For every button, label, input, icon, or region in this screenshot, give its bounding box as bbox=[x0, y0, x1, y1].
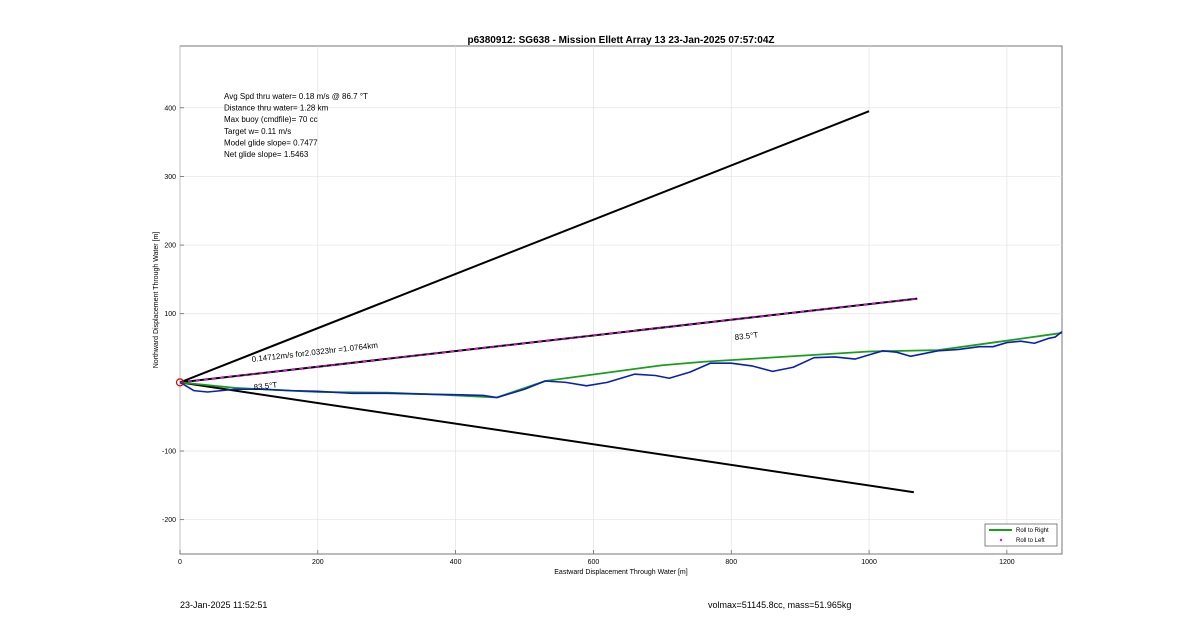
heading-label-right: 83.5°T bbox=[734, 330, 759, 342]
x-tick-label: 600 bbox=[588, 559, 600, 566]
x-tick-label: 1000 bbox=[861, 559, 877, 566]
plot-lines bbox=[175, 110, 1063, 494]
y-tick-label: -100 bbox=[162, 449, 176, 456]
stats-box: Avg Spd thru water= 0.18 m/s @ 86.7 °T Di… bbox=[224, 92, 368, 159]
y-tick-label: 200 bbox=[164, 243, 176, 250]
x-tick-label: 800 bbox=[725, 559, 737, 566]
start-marker bbox=[175, 378, 185, 387]
track-line bbox=[179, 330, 1063, 399]
x-tick-label: 200 bbox=[312, 559, 324, 566]
legend-roll-right-label: Roll to Right bbox=[1016, 528, 1049, 534]
grid bbox=[179, 46, 1062, 554]
chart-title: p6380912: SG638 - Mission Ellett Array 1… bbox=[467, 35, 774, 46]
y-tick-label: 400 bbox=[164, 105, 176, 112]
legend-roll-left-label: Roll to Left bbox=[1016, 538, 1045, 544]
y-axis: -200 -100 100 200 300 400 bbox=[162, 105, 184, 524]
legend-roll-left-swatch bbox=[999, 538, 1003, 542]
stats-line: Model glide slope= 0.7477 bbox=[224, 138, 318, 147]
footer-vol-mass: volmax=51145.8cc, mass=51.965kg bbox=[708, 600, 852, 610]
cone-line-1 bbox=[179, 110, 870, 384]
stats-line: Target w= 0.11 m/s bbox=[224, 127, 291, 136]
x-axis-label: Eastward Displacement Through Water [m] bbox=[554, 569, 687, 576]
x-tick-label: 0 bbox=[178, 559, 182, 566]
y-tick-label: 300 bbox=[164, 174, 176, 181]
stats-line: Max buoy (cmdfile)= 70 cc bbox=[224, 115, 318, 124]
drift-line-dashes bbox=[179, 298, 918, 383]
stats-line: Avg Spd thru water= 0.18 m/s @ 86.7 °T bbox=[224, 92, 368, 101]
heading-label-left: 83.5°T bbox=[253, 380, 278, 392]
y-tick-label: -200 bbox=[162, 517, 176, 524]
stats-line: Distance thru water= 1.28 km bbox=[224, 104, 329, 113]
y-tick-label: 100 bbox=[164, 311, 176, 318]
plot-area bbox=[179, 45, 1063, 555]
cone-line-2 bbox=[179, 381, 914, 494]
footer-timestamp: 23-Jan-2025 11:52:51 bbox=[180, 600, 268, 610]
x-tick-label: 400 bbox=[450, 559, 462, 566]
x-tick-label: 1200 bbox=[999, 559, 1015, 566]
stats-line: Net glide slope= 1.5463 bbox=[224, 150, 309, 159]
y-axis-label: Northward Displacement Through Water [m] bbox=[153, 232, 160, 369]
x-axis: 0 200 400 600 800 1000 1200 bbox=[178, 550, 1015, 566]
legend: Roll to Right Roll to Left bbox=[984, 523, 1058, 547]
